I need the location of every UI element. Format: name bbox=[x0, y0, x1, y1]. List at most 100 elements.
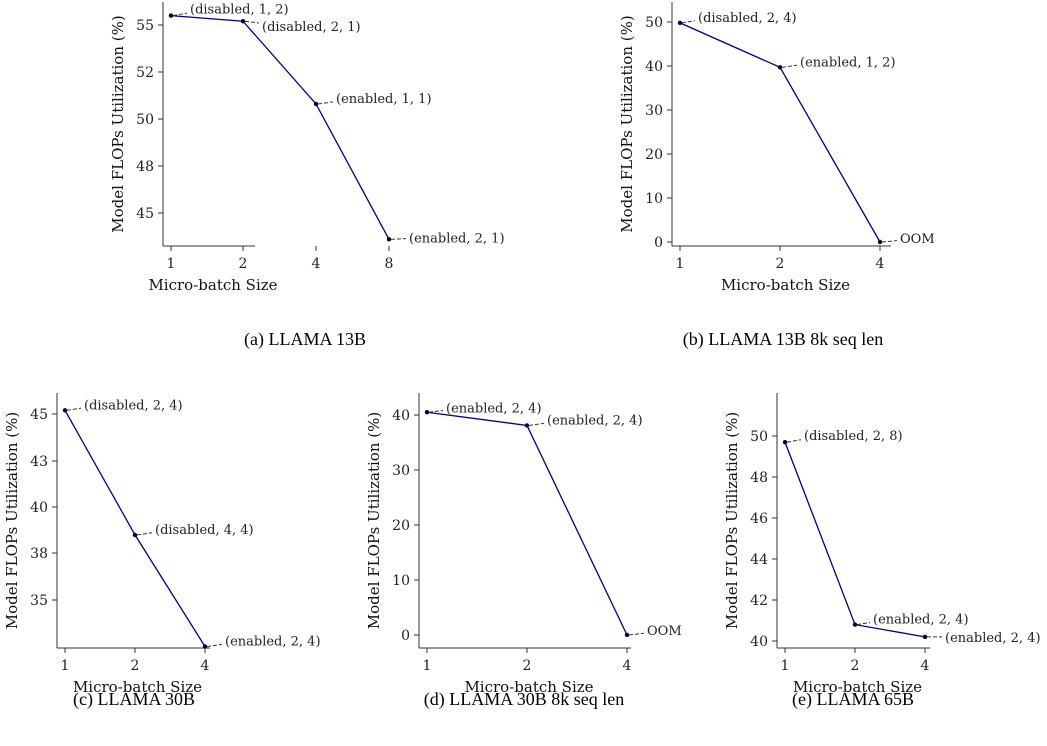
annotation-leader bbox=[136, 532, 153, 536]
annotation-label: (disabled, 4, 4) bbox=[155, 523, 254, 538]
annotation-label: (disabled, 2, 4) bbox=[84, 398, 183, 413]
y-tick-label: 30 bbox=[392, 463, 410, 479]
x-tick-label: 2 bbox=[776, 256, 785, 272]
x-tick-label: 2 bbox=[239, 256, 248, 272]
y-tick-label: 55 bbox=[136, 18, 154, 34]
y-tick-label: 50 bbox=[136, 112, 154, 128]
y-tick-label: 50 bbox=[750, 429, 768, 445]
y-axis-label: Model FLOPs Utilization (%) bbox=[723, 412, 741, 629]
annotation-leader bbox=[66, 407, 82, 411]
x-tick-label: 1 bbox=[423, 658, 432, 674]
y-tick-label: 45 bbox=[136, 206, 154, 222]
panel-caption: (c) LLAMA 30B bbox=[73, 689, 195, 710]
annotation-label: (enabled, 2, 4) bbox=[446, 401, 542, 416]
annotation-leader bbox=[856, 622, 871, 626]
annotation-leader bbox=[781, 64, 798, 68]
y-tick-label: 46 bbox=[750, 511, 768, 527]
annotation-label: (enabled, 2, 4) bbox=[225, 635, 321, 650]
series-line bbox=[784, 441, 926, 638]
data-point bbox=[777, 65, 783, 70]
annotation-label: OOM bbox=[900, 232, 935, 247]
data-point bbox=[386, 237, 392, 242]
y-tick-label: 40 bbox=[30, 500, 48, 516]
data-point bbox=[62, 408, 68, 413]
data-point bbox=[202, 644, 208, 649]
x-tick-label: 4 bbox=[876, 256, 885, 272]
annotation-leader bbox=[428, 410, 444, 413]
y-tick-label: 48 bbox=[750, 470, 768, 486]
chart-panel-3: 35 38 40 43 45 1 2 4 Micro-batch Size Model FLOPs… bbox=[3, 393, 321, 710]
data-point bbox=[168, 13, 174, 18]
x-axis-label: Micro-batch Size bbox=[721, 276, 850, 294]
annotation-leader bbox=[881, 240, 898, 243]
y-tick-label: 44 bbox=[750, 552, 768, 568]
chart-panel-4: 0 10 20 30 40 1 2 4 Micro-batch Size Model FLOPs … bbox=[365, 393, 682, 710]
x-tick-label: 2 bbox=[523, 658, 532, 674]
y-tick-label: 45 bbox=[30, 407, 48, 423]
annotation-leader bbox=[244, 20, 260, 24]
x-tick-label: 1 bbox=[676, 256, 685, 272]
y-axis-label: Model FLOPs Utilization (%) bbox=[365, 412, 383, 629]
y-tick-label: 10 bbox=[645, 191, 663, 207]
annotation-leader bbox=[390, 238, 407, 240]
annotation-label: (enabled, 2, 1) bbox=[409, 231, 505, 246]
data-point bbox=[922, 634, 928, 640]
x-tick-label: 4 bbox=[201, 658, 210, 674]
series-line bbox=[426, 411, 628, 636]
data-point bbox=[313, 101, 319, 107]
x-tick-label: 4 bbox=[312, 256, 321, 272]
x-axis-label: Micro-batch Size bbox=[148, 276, 277, 294]
annotation-leader bbox=[681, 20, 696, 24]
x-tick-label: 2 bbox=[851, 658, 860, 674]
annotation-label: (enabled, 2, 4) bbox=[873, 613, 969, 628]
x-tick-label: 4 bbox=[623, 658, 632, 674]
data-point bbox=[624, 632, 630, 638]
data-point bbox=[677, 20, 683, 26]
data-point bbox=[132, 532, 138, 538]
chart-panel-2: 0 10 20 30 40 50 1 2 4 Micro-batch Size Model FLOP… bbox=[618, 2, 935, 350]
annotation-label: (disabled, 1, 2) bbox=[190, 3, 289, 18]
panel-caption: (d) LLAMA 30B 8k seq len bbox=[424, 689, 624, 710]
annotation-leader bbox=[317, 101, 334, 105]
x-tick-label: 4 bbox=[921, 658, 930, 674]
annotation-leader bbox=[206, 643, 223, 647]
y-tick-label: 0 bbox=[654, 235, 663, 251]
x-tick-label: 2 bbox=[131, 658, 140, 674]
data-point bbox=[877, 239, 883, 245]
y-tick-label: 10 bbox=[392, 573, 410, 589]
panel-caption: (b) LLAMA 13B 8k seq len bbox=[683, 329, 883, 350]
x-tick-label: 1 bbox=[167, 256, 176, 272]
data-point bbox=[852, 622, 858, 627]
annotation-label: OOM bbox=[647, 624, 682, 639]
x-tick-label: 8 bbox=[385, 256, 394, 272]
annotation-label: (enabled, 1, 2) bbox=[800, 55, 896, 70]
data-point bbox=[240, 19, 246, 24]
x-tick-label: 1 bbox=[781, 658, 790, 674]
data-point bbox=[524, 423, 530, 428]
annotation-leader bbox=[528, 422, 545, 426]
y-tick-label: 0 bbox=[401, 628, 410, 644]
y-tick-label: 43 bbox=[30, 454, 48, 470]
y-axis-label: Model FLOPs Utilization (%) bbox=[109, 15, 127, 232]
y-axis-label: Model FLOPs Utilization (%) bbox=[3, 412, 21, 629]
annotation-label: (enabled, 2, 4) bbox=[945, 631, 1041, 646]
annotation-label: (disabled, 2, 8) bbox=[804, 429, 903, 444]
x-axis-label: Micro-batch Size bbox=[464, 678, 593, 696]
x-axis-label: Micro-batch Size bbox=[793, 678, 922, 696]
y-tick-label: 20 bbox=[645, 147, 663, 163]
chart-panel-5: 40 42 44 46 48 50 1 2 4 Micro-batch Size Model FLO… bbox=[723, 393, 1041, 710]
y-tick-label: 30 bbox=[645, 103, 663, 119]
y-tick-label: 40 bbox=[645, 59, 663, 75]
y-tick-label: 48 bbox=[136, 159, 154, 175]
y-tick-label: 35 bbox=[30, 593, 48, 609]
x-tick-label: 1 bbox=[61, 658, 70, 674]
annotation-leader bbox=[786, 439, 802, 443]
annotation-label: (enabled, 2, 4) bbox=[547, 413, 643, 428]
y-tick-label: 42 bbox=[750, 593, 768, 609]
annotation-label: (disabled, 2, 4) bbox=[698, 11, 797, 26]
panel-caption: (a) LLAMA 13B bbox=[244, 329, 366, 350]
annotation-leader bbox=[628, 632, 645, 636]
data-point bbox=[782, 439, 788, 445]
